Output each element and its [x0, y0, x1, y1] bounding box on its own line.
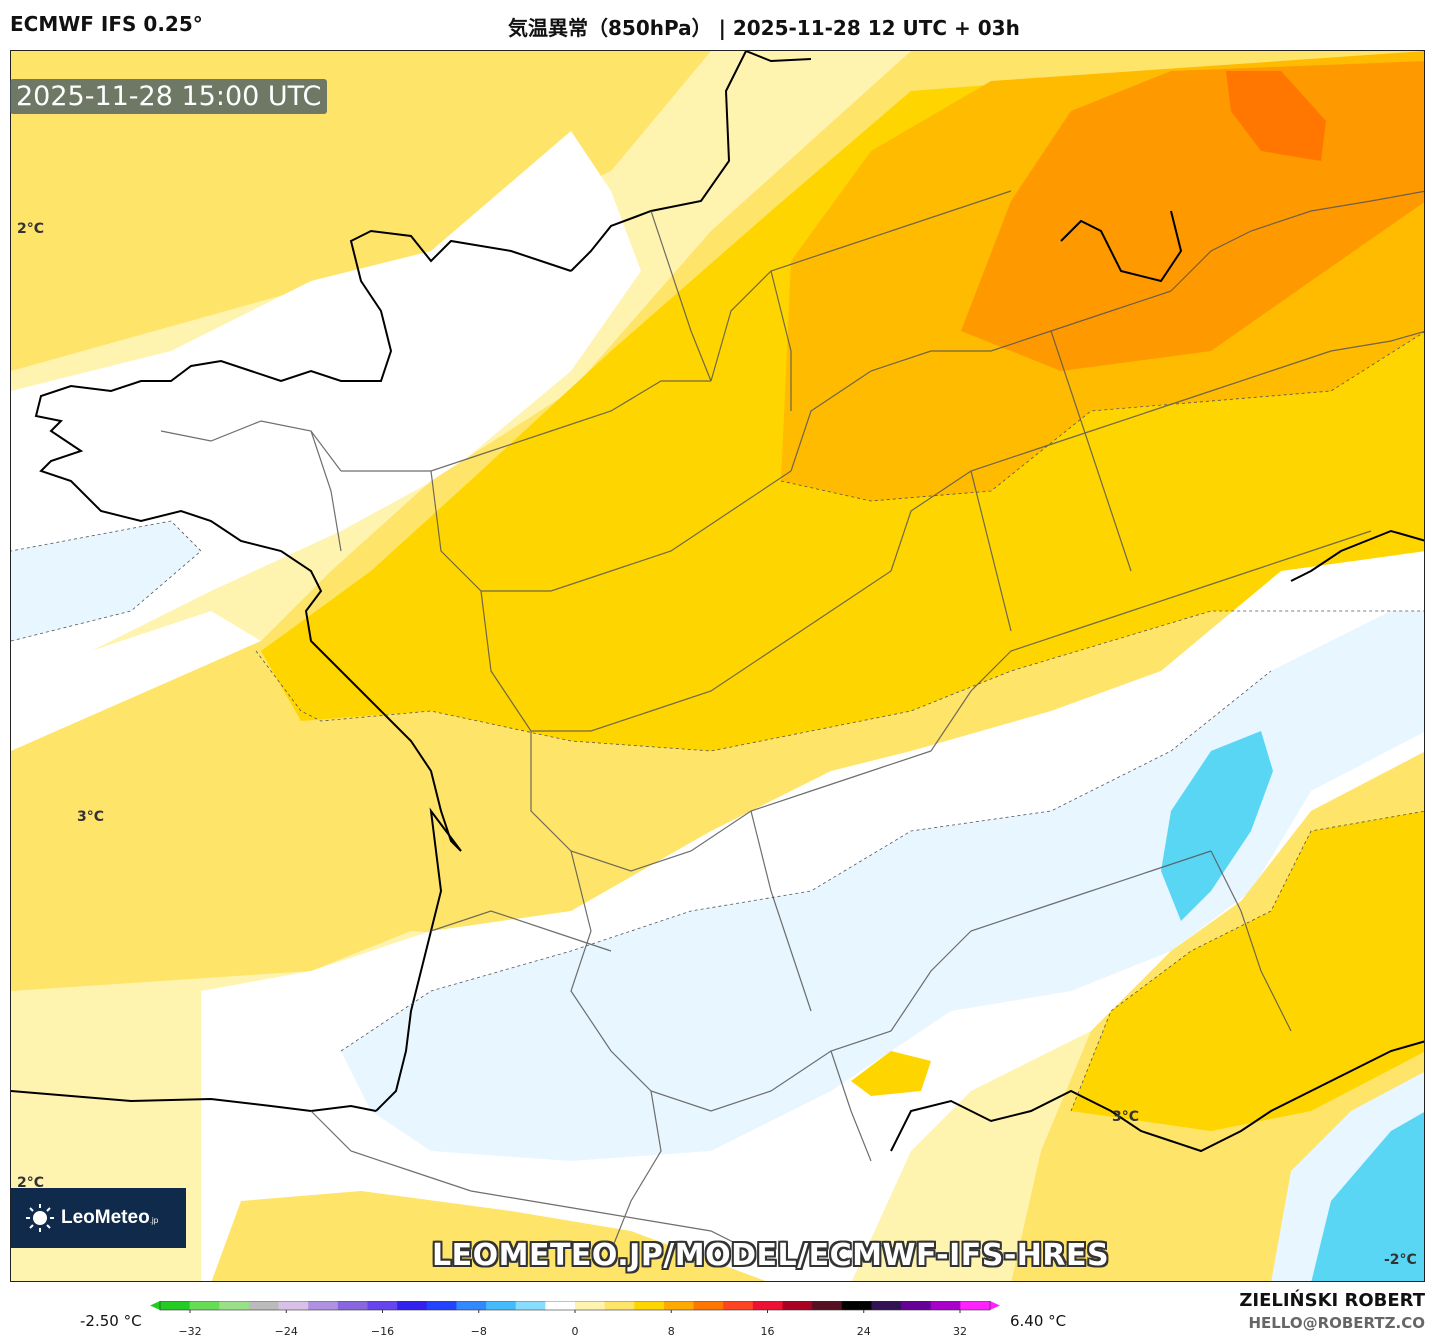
colorbar-tick-label: −32: [178, 1325, 201, 1338]
colorbar-swatch: [219, 1301, 250, 1310]
temperature-anomaly-map: [11, 51, 1424, 1281]
watermark-url: LEOMETEO.JP/MODEL/ECMWF-IFS-HRES: [432, 1238, 1110, 1273]
valid-time-badge: 2025-11-28 15:00 UTC: [10, 79, 328, 114]
colorbar-swatch: [397, 1301, 428, 1310]
colorbar-swatch: [901, 1301, 932, 1310]
field-yellow-nw: [11, 51, 711, 371]
contour-label: -2°C: [1384, 1252, 1417, 1268]
contour-label: 3°C: [77, 809, 105, 825]
field-white-atlantic: [11, 611, 261, 751]
contour-lines: [11, 331, 1424, 1112]
colorbar-swatch: [189, 1301, 220, 1310]
colorbar-swatch: [634, 1301, 665, 1310]
colorbar-max-arrow: [990, 1301, 1000, 1310]
field-paleblue-sw: [341, 611, 1424, 1161]
author-name: ZIELIŃSKI ROBERT: [1239, 1290, 1425, 1311]
field-gold-med-patch: [851, 1051, 931, 1096]
region-boundaries: [160, 190, 1424, 1252]
model-title: ECMWF IFS 0.25°: [10, 12, 203, 36]
colorbar-swatch: [752, 1301, 783, 1310]
logo-text: LeoMeteo.jp: [61, 1207, 158, 1229]
colorbar: −32 −24 −16 −8 0 8 16 24 32: [150, 1301, 1000, 1338]
colorbar-swatch: [930, 1301, 961, 1310]
chart-title: 気温異常（850hPa） | 2025-11-28 12 UTC + 03h: [508, 16, 1020, 40]
colorbar-swatch: [604, 1301, 635, 1310]
coastline: [11, 51, 1424, 1153]
leometeo-logo[interactable]: LeoMeteo.jp: [11, 1188, 186, 1248]
logo-name: LeoMeteo: [61, 1207, 150, 1228]
colorbar-tick-label: −8: [471, 1325, 487, 1338]
logo-suffix: .jp: [149, 1216, 159, 1225]
colorbar-swatch: [278, 1301, 309, 1310]
field-cyan-med: [1311, 1112, 1424, 1281]
colorbar-swatch: [367, 1301, 398, 1310]
colorbar-tick-label: 32: [953, 1325, 967, 1338]
colorbar-swatch: [456, 1301, 487, 1310]
colorbar-swatch: [812, 1301, 843, 1310]
colorbar-swatch: [575, 1301, 606, 1310]
colorbar-swatch: [160, 1301, 191, 1310]
colorbar-swatch: [693, 1301, 724, 1310]
colorbar-tick-label: 0: [572, 1325, 579, 1338]
colorbar-tick-label: 24: [857, 1325, 871, 1338]
colorbar-swatch: [515, 1301, 546, 1310]
field-yellow-pyrenees: [211, 1191, 766, 1281]
colorbar-swatch: [871, 1301, 902, 1310]
colorbar-swatch: [960, 1301, 991, 1310]
field-gold-se: [1071, 811, 1424, 1131]
field-darkorange-core: [1226, 71, 1326, 161]
contour-label: 3°C: [1112, 1109, 1140, 1125]
colorbar-tick-label: −16: [371, 1325, 394, 1338]
colorbar-swatch: [723, 1301, 754, 1310]
colorbar-swatch: [248, 1301, 280, 1310]
colorbar-swatch: [841, 1301, 872, 1310]
colorbar-swatch: [782, 1301, 813, 1310]
colorbar-swatch: [545, 1301, 576, 1310]
field-paleblue-atlantic: [11, 521, 201, 641]
colorbar-min-label: -2.50 °C: [80, 1312, 142, 1330]
contour-label: 2°C: [17, 221, 45, 237]
colorbar-tick-label: 16: [761, 1325, 775, 1338]
field-cyan-alps: [1161, 731, 1273, 921]
colorbar-min-arrow: [150, 1301, 160, 1310]
map-panel[interactable]: 2°C 3°C 2°C 3°C -2°C: [10, 50, 1425, 1282]
colorbar-swatch: [337, 1301, 368, 1310]
author-email[interactable]: HELLO@ROBERTZ.CO: [1248, 1314, 1425, 1332]
colorbar-swatch: [486, 1301, 517, 1310]
contour-label: 2°C: [17, 1175, 45, 1191]
colorbar-swatch: [426, 1301, 457, 1310]
colorbar-swatch: [308, 1301, 339, 1310]
colorbar-tick-label: −24: [275, 1325, 298, 1338]
sun-icon: [26, 1204, 54, 1232]
colorbar-swatch: [663, 1301, 695, 1310]
colorbar-tick-label: 8: [668, 1325, 675, 1338]
colorbar-max-label: 6.40 °C: [1010, 1312, 1067, 1330]
